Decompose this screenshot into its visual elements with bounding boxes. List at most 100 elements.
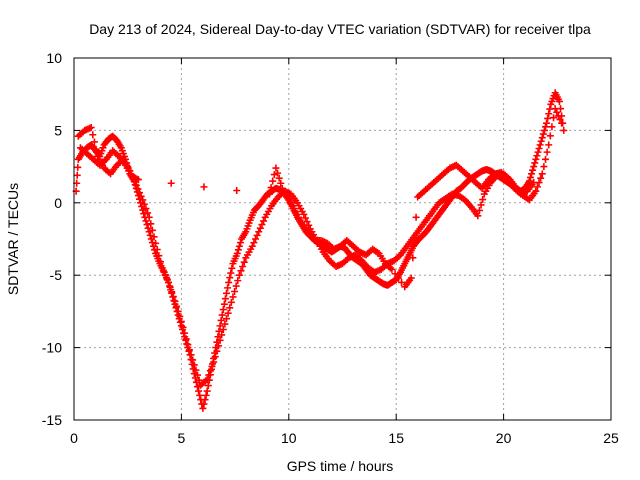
data-point bbox=[204, 382, 212, 390]
data-point bbox=[195, 387, 203, 395]
data-point bbox=[300, 210, 308, 218]
data-point bbox=[220, 300, 228, 308]
data-point bbox=[407, 274, 415, 282]
data-point bbox=[533, 183, 541, 191]
data-point bbox=[190, 370, 198, 378]
data-point bbox=[223, 315, 231, 323]
y-tick-label: 0 bbox=[54, 195, 62, 211]
data-point bbox=[168, 288, 176, 296]
data-point bbox=[545, 141, 553, 149]
data-point bbox=[176, 312, 184, 320]
x-tick-label: 15 bbox=[388, 430, 404, 446]
y-axis-label: SDTVAR / TECUs bbox=[5, 183, 21, 295]
series-track-c bbox=[76, 144, 538, 291]
data-point bbox=[255, 228, 263, 236]
data-point bbox=[218, 311, 226, 319]
x-tick-label: 20 bbox=[496, 430, 512, 446]
data-point bbox=[538, 170, 546, 178]
data-point bbox=[205, 371, 213, 379]
data-point bbox=[214, 333, 222, 341]
data-point bbox=[540, 163, 548, 171]
data-point bbox=[546, 132, 554, 140]
x-tick-label: 5 bbox=[178, 430, 186, 446]
data-point bbox=[174, 307, 182, 315]
data-point bbox=[196, 391, 204, 399]
data-point bbox=[194, 371, 202, 379]
data-point bbox=[208, 362, 216, 370]
data-point bbox=[274, 169, 282, 177]
data-point bbox=[187, 351, 195, 359]
data-point bbox=[200, 400, 208, 408]
axis-ticks: 0 5 10 15 20 25 -15 -10 -5 0 5 10 bbox=[42, 50, 619, 446]
data-point bbox=[265, 190, 273, 198]
data-point bbox=[240, 258, 248, 266]
data-point bbox=[267, 184, 275, 192]
y-tick-label: -15 bbox=[42, 412, 62, 428]
data-point bbox=[410, 234, 418, 242]
data-point bbox=[217, 316, 225, 324]
data-point bbox=[189, 356, 197, 364]
data-point bbox=[177, 318, 185, 326]
data-point bbox=[530, 163, 538, 171]
data-point bbox=[202, 391, 210, 399]
data-point bbox=[227, 298, 235, 306]
data-point bbox=[181, 329, 189, 337]
data-point bbox=[144, 224, 152, 232]
data-point bbox=[545, 110, 553, 118]
data-point bbox=[134, 176, 142, 184]
data-point bbox=[534, 148, 542, 156]
data-point bbox=[388, 265, 396, 273]
data-point bbox=[541, 155, 549, 163]
data-point bbox=[539, 130, 547, 138]
data-point bbox=[231, 287, 239, 295]
data-point bbox=[155, 252, 163, 260]
data-points bbox=[72, 89, 568, 412]
data-point bbox=[190, 361, 198, 369]
data-point bbox=[136, 189, 144, 197]
data-point bbox=[148, 226, 156, 234]
data-point bbox=[558, 119, 566, 127]
data-point bbox=[215, 327, 223, 335]
data-point bbox=[139, 206, 147, 214]
data-point bbox=[89, 131, 97, 139]
data-point bbox=[236, 239, 244, 247]
data-point bbox=[145, 228, 153, 236]
data-point bbox=[554, 112, 562, 120]
data-point bbox=[529, 166, 537, 174]
y-tick-label: -5 bbox=[50, 267, 63, 283]
data-point bbox=[192, 366, 200, 374]
chart-title: Day 213 of 2024, Sidereal Day-to-day VTE… bbox=[89, 21, 591, 37]
data-point bbox=[537, 137, 545, 145]
data-point bbox=[144, 209, 152, 217]
data-point bbox=[260, 217, 268, 225]
data-point bbox=[303, 218, 311, 226]
data-point bbox=[532, 187, 540, 195]
data-point bbox=[139, 196, 147, 204]
data-point bbox=[394, 274, 402, 282]
data-point bbox=[235, 242, 243, 250]
data-point bbox=[203, 387, 211, 395]
x-axis-label: GPS time / hours bbox=[287, 458, 394, 474]
x-tick-label: 10 bbox=[281, 430, 297, 446]
data-point bbox=[147, 220, 155, 228]
data-point bbox=[536, 141, 544, 149]
data-point bbox=[199, 404, 207, 412]
data-point bbox=[538, 134, 546, 142]
data-point bbox=[165, 278, 173, 286]
data-point bbox=[163, 275, 171, 283]
data-point bbox=[553, 108, 561, 116]
data-point bbox=[200, 183, 208, 191]
data-point bbox=[250, 239, 258, 247]
data-point bbox=[90, 138, 98, 146]
data-point bbox=[548, 123, 556, 131]
series-track-a bbox=[72, 89, 568, 412]
data-point bbox=[233, 186, 241, 194]
data-point bbox=[134, 185, 142, 193]
data-point bbox=[74, 163, 82, 171]
data-point bbox=[234, 246, 242, 254]
data-point bbox=[232, 282, 240, 290]
data-point bbox=[474, 212, 482, 220]
data-point bbox=[555, 97, 563, 105]
data-point bbox=[412, 213, 420, 221]
